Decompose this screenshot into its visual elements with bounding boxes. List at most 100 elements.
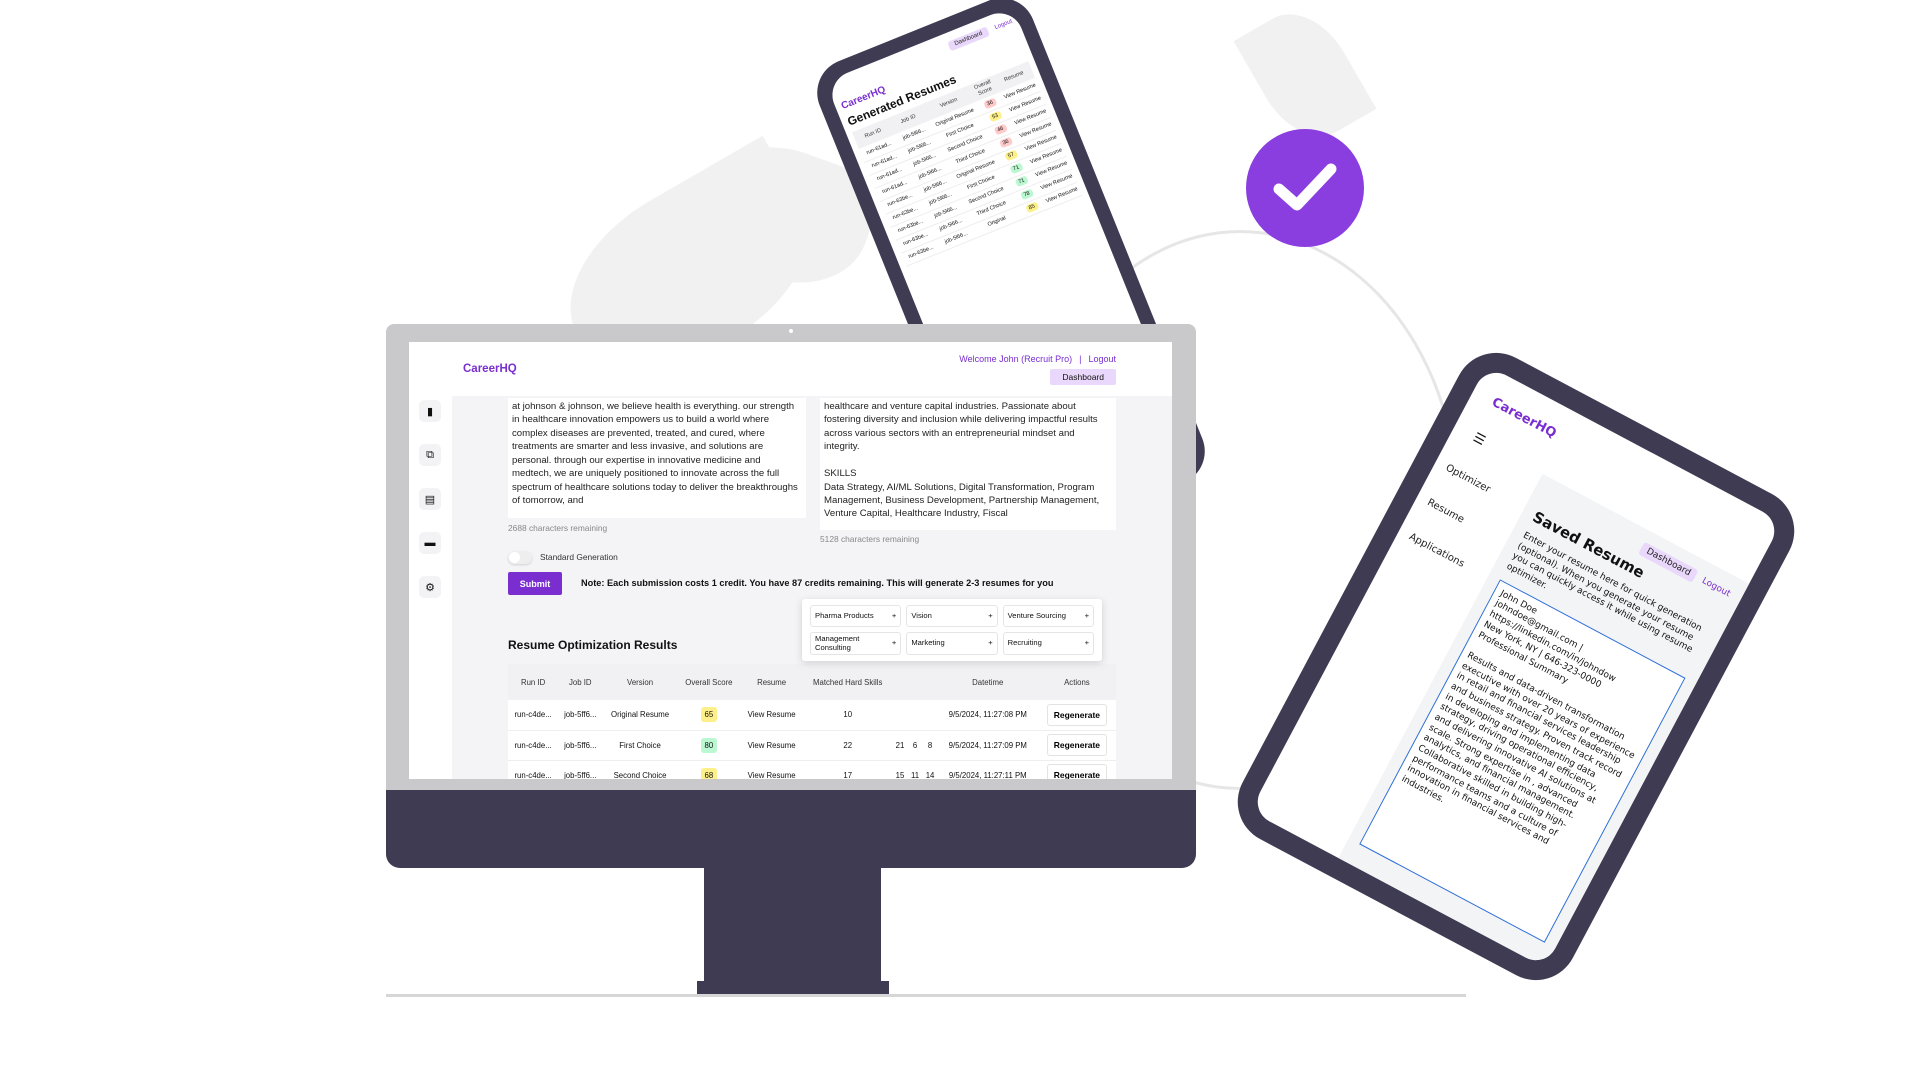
- document-icon[interactable]: ▮: [419, 400, 441, 422]
- column-header: Version: [602, 664, 678, 700]
- skills-cell: [892, 700, 908, 731]
- column-header: [892, 664, 908, 700]
- skill-chip[interactable]: Recruiting +: [1002, 632, 1094, 656]
- run-id-cell: run-c4de...: [508, 760, 559, 779]
- regenerate-button[interactable]: Regenerate: [1046, 764, 1108, 779]
- dashboard-button[interactable]: Dashboard: [1050, 369, 1116, 385]
- skill-chip[interactable]: Pharma Products +: [810, 605, 902, 627]
- skill-chip-label: Pharma Products: [815, 610, 874, 620]
- version-cell: Original Resume: [602, 700, 678, 731]
- checkmark-icon: [1273, 163, 1337, 211]
- column-header: Job ID: [558, 664, 603, 700]
- score-cell: 80: [677, 730, 741, 761]
- run-id-cell: run-c4de...: [508, 730, 559, 761]
- credits-note: Note: Each submission costs 1 credit. Yo…: [581, 578, 1054, 588]
- skills-cell: 11: [907, 760, 923, 779]
- column-header: Datetime: [937, 664, 1038, 700]
- datetime-cell: 9/5/2024, 11:27:11 PM: [937, 760, 1038, 779]
- actions-cell: Regenerate: [1037, 760, 1116, 779]
- skill-chip-label: Venture Sourcing: [1007, 610, 1066, 620]
- desktop-screen: CareerHQ Welcome John (Recruit Pro) | Logo…: [409, 342, 1172, 779]
- column-header: Overall Score: [677, 664, 741, 700]
- skills-popup: Pharma Products + Vision + Venture Sourcing +…: [802, 599, 1102, 662]
- job-id-cell: job-5ff6...: [558, 760, 603, 779]
- score-badge: 85: [1024, 201, 1040, 214]
- skill-chip-label: Vision: [911, 610, 932, 620]
- score-badge: 80: [700, 737, 718, 753]
- column-header: Matched Hard Skills: [803, 664, 893, 700]
- phone-logout-link[interactable]: Logout: [994, 18, 1014, 31]
- plus-icon[interactable]: +: [891, 610, 897, 620]
- skills-cell: [922, 700, 938, 731]
- app-header: CareerHQ Welcome John (Recruit Pro) | Logo…: [409, 342, 1172, 396]
- skill-chip[interactable]: Venture Sourcing +: [1002, 605, 1094, 627]
- version-cell: Second Choice: [602, 760, 678, 779]
- saved-resume-icon[interactable]: ▤: [419, 488, 441, 510]
- wallet-icon[interactable]: ▬: [419, 532, 441, 554]
- datetime-cell: 9/5/2024, 11:27:08 PM: [937, 700, 1038, 731]
- copy-documents-icon[interactable]: ⧉: [419, 444, 441, 466]
- skill-chip[interactable]: Marketing +: [906, 632, 998, 656]
- resume-textarea[interactable]: healthcare and venture capital industrie…: [820, 398, 1116, 530]
- results-title: Resume Optimization Results: [508, 638, 678, 652]
- view-resume-link[interactable]: View Resume: [740, 760, 804, 779]
- regenerate-button[interactable]: Regenerate: [1046, 734, 1108, 756]
- skill-chip[interactable]: Management Consulting +: [810, 632, 902, 656]
- hamburger-icon[interactable]: ☰: [1470, 430, 1488, 449]
- resume-char-count: 5128 characters remaining: [820, 534, 920, 544]
- skills-cell: [907, 700, 923, 731]
- plus-icon[interactable]: +: [1084, 638, 1089, 648]
- app-logo: CareerHQ: [463, 363, 517, 375]
- skills-cell: 22: [803, 730, 893, 761]
- regenerate-button[interactable]: Regenerate: [1046, 703, 1108, 726]
- skill-chip-label: Marketing: [911, 638, 945, 648]
- job-id-cell: job-5ff6...: [558, 700, 603, 731]
- skills-cell: 6: [907, 730, 923, 761]
- version-cell: First Choice: [602, 730, 678, 761]
- skills-cell: 8: [922, 730, 938, 761]
- column-header: Resume: [740, 664, 804, 700]
- logout-link[interactable]: Logout: [1088, 354, 1116, 364]
- monitor-camera: [789, 329, 793, 333]
- job-description-char-count: 2688 characters remaining: [508, 523, 608, 533]
- plus-icon[interactable]: +: [988, 638, 993, 648]
- tablet-logo: CareerHQ: [1489, 394, 1559, 442]
- gear-icon[interactable]: ⚙: [419, 576, 441, 598]
- skill-chip[interactable]: Vision +: [906, 605, 998, 627]
- job-description-textarea[interactable]: at johnson & johnson, we believe health …: [508, 398, 806, 518]
- datetime-cell: 9/5/2024, 11:27:09 PM: [937, 730, 1038, 761]
- monitor-stand: [704, 868, 881, 983]
- score-badge: 65: [700, 707, 718, 723]
- table-row: run-c4de... job-5ff6... Second Choice 68 Vie…: [508, 760, 1116, 779]
- monitor-chin: [386, 790, 1196, 868]
- view-resume-link[interactable]: View Resume: [740, 730, 804, 761]
- floor-line: [386, 994, 1466, 997]
- column-header: [907, 664, 923, 700]
- skills-cell: 21: [892, 730, 908, 761]
- toggle-label: Standard Generation: [540, 552, 618, 562]
- success-check-badge: [1246, 129, 1364, 247]
- column-header: Run ID: [508, 664, 559, 700]
- score-badge: 68: [700, 767, 718, 779]
- view-resume-link[interactable]: View Resume: [740, 700, 804, 731]
- job-id-cell: job-5ff6...: [558, 730, 603, 761]
- skills-cell: 14: [922, 760, 938, 779]
- table-row: run-c4de... job-5ff6... First Choice 80 View…: [508, 730, 1116, 761]
- tablet-camera: [1625, 449, 1634, 458]
- skill-chip-label: Management Consulting: [815, 634, 860, 652]
- results-table: Run ID Job ID Version Overall Score Resume Ma…: [508, 664, 1116, 779]
- skill-chip-label: Recruiting: [1007, 638, 1042, 648]
- actions-cell: Regenerate: [1037, 700, 1116, 731]
- column-header: [922, 664, 938, 700]
- table-row: run-c4de... job-5ff6... Original Resume 65 V…: [508, 700, 1116, 731]
- submit-button[interactable]: Submit: [508, 572, 562, 595]
- monitor-base: [697, 981, 889, 995]
- skills-cell: 17: [803, 760, 893, 779]
- column-header: Actions: [1037, 664, 1116, 700]
- run-id-cell: run-c4de...: [508, 700, 559, 731]
- plus-icon[interactable]: +: [1084, 610, 1089, 620]
- plus-icon[interactable]: +: [891, 638, 897, 648]
- score-cell: 68: [677, 760, 741, 779]
- standard-generation-toggle[interactable]: [508, 551, 532, 564]
- plus-icon[interactable]: +: [988, 610, 993, 620]
